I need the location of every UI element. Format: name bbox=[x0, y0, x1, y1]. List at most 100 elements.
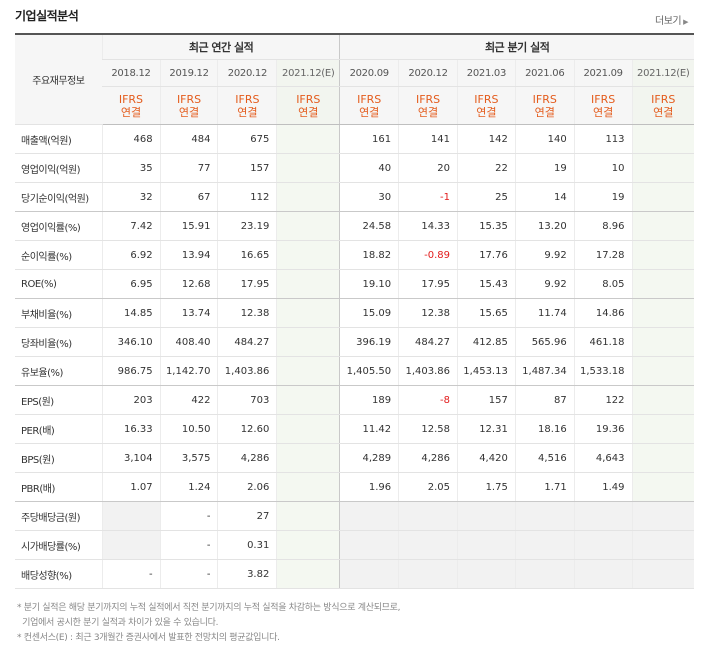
table-cell: 161 bbox=[339, 124, 399, 154]
consolidated-label: 연결 bbox=[592, 105, 614, 119]
table-cell: 10.50 bbox=[159, 414, 218, 444]
ifrs-label: IFRS bbox=[296, 92, 321, 106]
table-cell bbox=[276, 472, 340, 502]
table-cell bbox=[398, 530, 458, 560]
table-cell bbox=[276, 211, 340, 241]
consolidated-label: 연결 bbox=[534, 105, 555, 119]
table-cell: 12.38 bbox=[398, 298, 458, 328]
table-cell: 15.35 bbox=[456, 211, 516, 241]
table-cell: 157 bbox=[217, 153, 277, 183]
table-cell: 140 bbox=[514, 124, 575, 154]
table-cell: 1,403.86 bbox=[217, 356, 277, 386]
quarter-period-header: 2021.06 bbox=[514, 59, 575, 87]
table-cell: 4,643 bbox=[573, 443, 633, 473]
table-cell: 23.19 bbox=[217, 211, 277, 241]
row-label: 당기순이익(억원) bbox=[15, 182, 103, 212]
consolidated-label: 연결 bbox=[417, 105, 439, 119]
row-label: 당좌비율(%) bbox=[15, 327, 103, 357]
table-cell: 3,575 bbox=[159, 443, 218, 473]
table-cell: 113 bbox=[573, 124, 633, 154]
table-cell: 13.74 bbox=[159, 298, 218, 328]
table-cell bbox=[276, 240, 340, 270]
table-cell: 9.92 bbox=[514, 269, 575, 299]
table-cell: 1.71 bbox=[514, 472, 575, 502]
table-cell bbox=[276, 124, 340, 154]
quarter-period-header: 2020.09 bbox=[339, 59, 399, 87]
table-row: 배당성향(%) - -3.82 bbox=[15, 559, 694, 589]
table-cell bbox=[631, 298, 694, 328]
table-cell: 15.91 bbox=[159, 211, 218, 241]
footnote: * 컨센서스(E) : 최근 3개월간 증권사에서 발표한 전망치의 평균값입니… bbox=[17, 633, 280, 643]
table-cell: 408.40 bbox=[159, 327, 218, 357]
table-cell bbox=[276, 182, 340, 212]
table-cell: 484.27 bbox=[217, 327, 277, 357]
table-cell bbox=[514, 530, 575, 560]
table-cell: 3,104 bbox=[101, 443, 161, 473]
table-cell: 11.74 bbox=[514, 298, 575, 328]
chevron-right-icon: ▶ bbox=[683, 18, 688, 26]
consolidated-label: 연결 bbox=[476, 105, 497, 119]
table-cell: 15.09 bbox=[339, 298, 399, 328]
row-label: 시가배당률(%) bbox=[15, 530, 103, 560]
table-cell bbox=[101, 501, 161, 531]
table-cell: 1,403.86 bbox=[398, 356, 458, 386]
ifrs-consolidated-label: IFRS 연결 bbox=[631, 86, 694, 125]
ifrs-consolidated-label: IFRS 연결 bbox=[456, 86, 516, 125]
table-cell: 14.86 bbox=[573, 298, 633, 328]
table-cell: 19 bbox=[514, 153, 575, 183]
quarter-group-header: 최근 분기 실적 bbox=[339, 33, 694, 60]
row-label: BPS(원) bbox=[15, 443, 103, 473]
consolidated-label: 연결 bbox=[178, 105, 200, 119]
table-cell: 4,516 bbox=[514, 443, 575, 473]
table-cell bbox=[276, 298, 340, 328]
financial-table: 주요재무정보 최근 연간 실적 최근 분기 실적 2018.12 2019.12 2… bbox=[15, 33, 694, 589]
table-cell bbox=[631, 530, 694, 560]
more-link[interactable]: 더보기 ▶ bbox=[655, 12, 688, 27]
table-cell: 17.28 bbox=[573, 240, 633, 270]
consolidated-label: 연결 bbox=[298, 105, 319, 119]
table-cell: 19.10 bbox=[339, 269, 399, 299]
footnotes: * 분기 실적은 해당 분기까지의 누적 실적에서 직전 분기까지의 누적 실적… bbox=[17, 601, 697, 646]
table-row: 유보율(%) 986.75 1,142.70 1,403.86 1,405.50 1,40… bbox=[15, 356, 694, 386]
quarter-period-header: 2021.09 bbox=[573, 59, 633, 87]
table-row: PBR(배) 1.07 1.24 2.06 1.96 2.05 1.75 1.71 1.49 bbox=[15, 472, 694, 502]
table-cell: 12.68 bbox=[159, 269, 218, 299]
table-row: 순이익률(%) 6.92 13.94 16.65 18.82 -0.89 17.76 9.92… bbox=[15, 240, 694, 270]
annual-period-header: 2018.12 bbox=[102, 59, 161, 87]
table-cell: - bbox=[159, 501, 218, 531]
table-cell: 412.85 bbox=[456, 327, 516, 357]
table-row: EPS(원) 203 422 703 189 -8 157 87 122 bbox=[15, 385, 694, 415]
consolidated-label: 연결 bbox=[359, 105, 380, 119]
table-row: 당기순이익(억원) 32 67 112 30 -1 25 14 19 bbox=[15, 182, 694, 212]
table-cell: 142 bbox=[456, 124, 516, 154]
table-cell bbox=[514, 501, 575, 531]
table-cell bbox=[276, 269, 340, 299]
table-cell: 27 bbox=[217, 501, 277, 531]
table-cell bbox=[276, 530, 340, 560]
table-cell: 8.96 bbox=[573, 211, 633, 241]
table-cell bbox=[573, 559, 633, 589]
consolidated-label: 연결 bbox=[120, 105, 142, 119]
table-cell: 4,420 bbox=[456, 443, 516, 473]
ifrs-label: IFRS bbox=[415, 92, 441, 106]
table-cell: 3.82 bbox=[217, 559, 277, 589]
row-label: 영업이익(억원) bbox=[15, 153, 103, 183]
table-cell: 13.20 bbox=[514, 211, 575, 241]
ifrs-consolidated-label: IFRS 연결 bbox=[514, 86, 575, 125]
annual-group-header: 최근 연간 실적 bbox=[101, 33, 340, 60]
table-cell: 1,142.70 bbox=[159, 356, 218, 386]
table-cell: 4,289 bbox=[339, 443, 399, 473]
row-label: 주당배당금(원) bbox=[15, 501, 103, 531]
table-cell: 35 bbox=[101, 153, 161, 183]
table-cell: 565.96 bbox=[514, 327, 575, 357]
table-cell: 0.31 bbox=[217, 530, 277, 560]
table-cell: 20 bbox=[398, 153, 458, 183]
row-label: PER(배) bbox=[15, 414, 103, 444]
table-cell bbox=[276, 327, 340, 357]
table-cell: 203 bbox=[101, 385, 161, 415]
table-cell: 17.95 bbox=[398, 269, 458, 299]
table-cell bbox=[514, 559, 575, 589]
table-cell bbox=[339, 530, 399, 560]
table-cell: 14.85 bbox=[101, 298, 161, 328]
table-cell: 77 bbox=[159, 153, 218, 183]
